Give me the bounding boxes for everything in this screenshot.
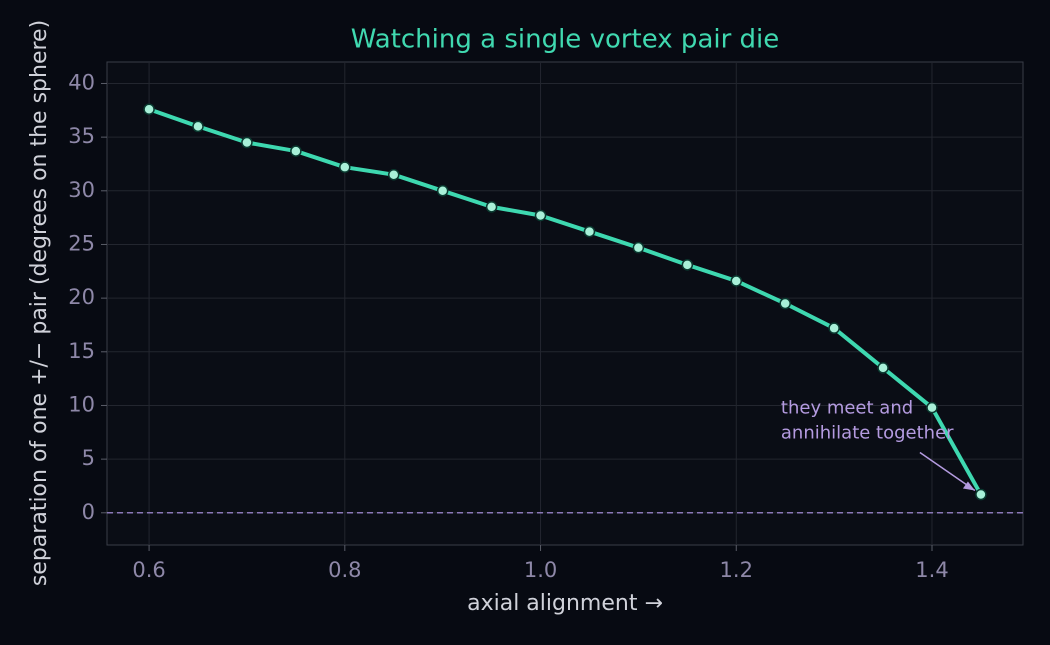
y-tick-label: 15 [68, 339, 95, 363]
annotation-arrow [919, 451, 976, 492]
x-tick-label: 0.6 [132, 558, 165, 582]
x-tick-label: 1.0 [524, 558, 557, 582]
plot-area [106, 61, 1024, 546]
x-tick-label: 0.8 [328, 558, 361, 582]
data-point [290, 145, 302, 157]
data-point [583, 225, 596, 238]
data-point [534, 209, 547, 222]
data-point [681, 259, 694, 271]
x-tick-label: 1.2 [720, 558, 753, 582]
data-point [339, 161, 351, 173]
data-line [148, 107, 983, 496]
data-point [387, 168, 400, 181]
annotation-text: annihilate together [781, 423, 954, 444]
data-point [779, 297, 791, 310]
y-tick-label: 30 [68, 178, 95, 202]
x-tick-label: 1.4 [915, 558, 948, 582]
data-point [926, 401, 938, 414]
chart-title: Watching a single vortex pair die [351, 25, 780, 55]
data-point [241, 136, 253, 149]
y-tick-label: 0 [82, 500, 95, 524]
annotation-text: they meet and [781, 398, 913, 419]
y-tick-label: 20 [68, 285, 95, 309]
data-point [632, 241, 645, 254]
data-point [143, 103, 155, 115]
y-tick-label: 40 [68, 70, 95, 94]
y-tick-label: 5 [82, 446, 95, 470]
y-tick-label: 25 [68, 231, 95, 255]
data-point [485, 201, 498, 213]
data-point [828, 322, 840, 334]
x-axis-label: axial alignment → [467, 591, 663, 616]
data-point [975, 488, 987, 501]
annotation-arrowhead [962, 481, 975, 491]
y-tick-label: 35 [68, 124, 95, 148]
data-point [877, 362, 889, 374]
y-axis-label: separation of one +/− pair (degrees on t… [27, 20, 52, 586]
data-point [436, 185, 449, 197]
data-point [730, 275, 743, 287]
y-tick-label: 10 [68, 392, 95, 416]
data-point [192, 120, 204, 133]
